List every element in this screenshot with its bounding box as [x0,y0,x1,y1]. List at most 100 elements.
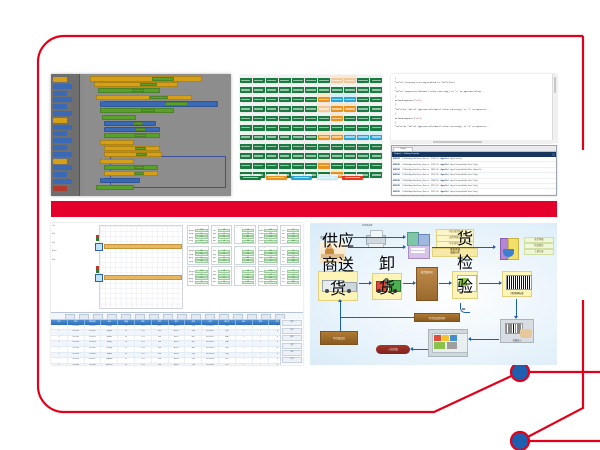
status-cell[interactable] [240,84,252,93]
status-cell[interactable] [357,93,369,103]
status-cell[interactable] [292,84,304,93]
table-side-button[interactable]: 打印 [282,357,302,364]
status-cell[interactable] [357,103,369,112]
blocks-palette[interactable] [51,74,80,196]
palette-item[interactable] [53,90,67,96]
status-cell[interactable] [253,141,265,150]
status-cell[interactable] [344,131,356,141]
status-cell[interactable] [331,103,343,112]
block-event[interactable]: when Screen1.Initialize do [104,152,162,157]
palette-item[interactable] [53,138,72,144]
toolbar-icon[interactable] [121,314,131,320]
palette-item[interactable] [53,124,72,130]
table-side-button[interactable]: 导出 [282,349,302,356]
block-socket[interactable] [140,108,156,113]
gantt-node[interactable] [95,242,103,251]
block-event[interactable]: when Screen1.Initialize do [90,76,202,82]
status-cell[interactable] [253,75,265,84]
status-cell[interactable] [292,93,304,103]
status-cell[interactable] [357,160,369,169]
status-cell[interactable] [370,103,382,112]
status-cell[interactable] [266,112,278,122]
status-cell[interactable] [318,112,330,122]
table-row[interactable]: 6 SO-1006 MT-0016 控制板 40 PCS B03 A-03-2 完成 2021-0… [51,352,303,359]
status-cell[interactable] [357,75,369,84]
status-cell[interactable] [357,84,369,93]
block-getter[interactable]: get global status [100,178,140,183]
table-side-button[interactable]: 修改 [282,327,302,334]
block-setter[interactable]: set global counter to [100,159,134,164]
status-cell[interactable] [292,141,304,150]
status-cell[interactable] [357,122,369,131]
status-cell[interactable] [266,75,278,84]
palette-item[interactable] [53,158,67,164]
block-list[interactable]: length of list [104,133,160,138]
block-getter[interactable]: get global status [100,101,218,107]
status-cell[interactable] [266,93,278,103]
block-socket[interactable] [164,101,189,107]
toolbar-icon[interactable] [177,314,187,320]
table-side-buttons[interactable]: 新增修改删除查询导出打印关闭 [280,319,303,365]
table-header-cell[interactable]: 日期 [202,320,219,325]
status-cell[interactable] [240,160,252,169]
toolbar-icon[interactable] [247,314,257,320]
status-cell[interactable] [279,160,291,169]
status-cell[interactable] [279,93,291,103]
log-output-panel[interactable]: Output Output — Debug Console ERROR C:\Wo… [391,145,557,196]
toolbar-icon[interactable] [233,314,243,320]
log-row-list[interactable]: ERROR C:\Work\AgvsSim\Form_Main.cs 2193, 1… [392,157,556,196]
status-cell[interactable] [331,141,343,150]
status-cell[interactable] [279,131,291,141]
block-socket[interactable] [133,165,145,170]
status-cell[interactable] [305,112,317,122]
table-row[interactable]: 1 SO-1001 MT-0011 电机组件 20 PCS B01 A-01-1 完成 2021-… [51,324,303,331]
status-cell[interactable] [292,112,304,122]
block-socket[interactable] [140,82,157,87]
status-cell[interactable] [305,160,317,169]
planner-data-table[interactable]: 序号单号物料编码名称数量单位批次库位状态日期操作员备注校验打印确认 1SO-10… [51,312,303,365]
panel-planner-sheet[interactable]: Line Shift Plan Actual Rate 物料需求计划 电机组件 128 传动轴… [51,223,303,365]
gantt-bar[interactable] [104,274,182,281]
status-cell[interactable] [253,131,265,141]
table-body[interactable]: 1 SO-1001 MT-0011 电机组件 20 PCS B01 A-01-1 完成 2021-… [51,324,303,365]
status-cell[interactable] [331,75,343,84]
block-socket[interactable] [134,133,146,138]
toolbar-icon[interactable] [135,314,145,320]
status-cell[interactable] [292,103,304,112]
table-header-cell[interactable]: 单位 [135,320,152,325]
block-control[interactable]: for each number from to by [100,140,134,145]
status-cell[interactable] [240,150,252,160]
toolbar-icon[interactable] [149,314,159,320]
status-cell[interactable] [305,122,317,131]
palette-item[interactable] [53,111,72,116]
status-cell[interactable] [266,103,278,112]
block-control[interactable]: if then [96,95,192,100]
status-cell[interactable] [344,122,356,131]
panel-status-grid[interactable] [238,74,384,196]
status-cell[interactable] [357,150,369,160]
block-event[interactable]: call Clock1.Timer [104,146,160,151]
status-cell[interactable] [318,150,330,160]
table-row[interactable]: 4 SO-1004 MT-0014 齿轮箱 24 PCS B02 A-02-2 进行 2021-0… [51,341,303,347]
block-text[interactable]: compare texts = [96,185,134,190]
block-socket[interactable] [132,88,145,93]
status-cell[interactable] [331,160,343,169]
log-row[interactable]: ERROR C:\Work\AgvsSim\Form_Main.cs 2874, 4… [392,168,556,174]
block-socket[interactable] [148,95,168,100]
status-cell[interactable] [266,150,278,160]
status-cell[interactable] [292,160,304,169]
status-cell[interactable] [318,141,330,150]
status-cell[interactable] [253,122,265,131]
status-cell[interactable] [279,112,291,122]
status-cell[interactable] [331,131,343,141]
status-cell[interactable] [305,93,317,103]
table-row[interactable]: 8SO-1008MT-0018紧固件包64PCSB04A-04-2完成2021-… [51,363,303,365]
panel-blocks-editor[interactable]: when Screen1.Initialize do set global cou… [51,74,231,196]
code-text-area[interactable]: { "kw">if (Fairway_starting_Enabled == "… [391,74,557,143]
toolbar-icon[interactable] [205,314,215,320]
status-cell[interactable] [305,75,317,84]
palette-item[interactable] [53,83,72,89]
status-cell[interactable] [344,84,356,93]
code-vertical-scrollbar[interactable] [552,74,557,143]
table-header-cell[interactable]: 名称 [101,320,119,325]
